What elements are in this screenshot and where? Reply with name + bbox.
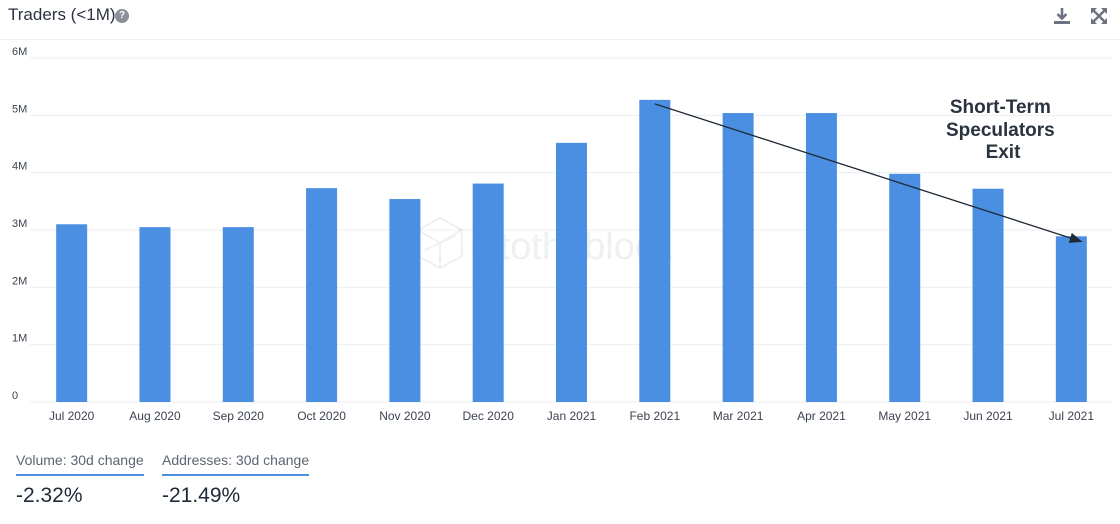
- bar[interactable]: [639, 99, 671, 402]
- addresses-stat[interactable]: Addresses: 30d change -21.49%: [162, 452, 310, 508]
- bars: [56, 99, 1087, 402]
- addresses-value: -21.49%: [162, 484, 241, 507]
- annotation-line-1: Short-Term: [950, 97, 1051, 118]
- annotation-line-2: Speculators: [946, 120, 1055, 141]
- x-tick-label: Dec 2020: [463, 409, 515, 423]
- volume-value: -2.32%: [16, 484, 83, 507]
- x-axis-labels: Jul 2020 Aug 2020 Sep 2020 Oct 2020 Nov 2020…: [49, 409, 1094, 423]
- addresses-label: Addresses: 30d change: [162, 452, 310, 476]
- x-tick-label: Jun 2021: [963, 409, 1013, 423]
- y-tick-label: 2M: [12, 275, 27, 287]
- bar[interactable]: [139, 227, 171, 402]
- bar[interactable]: [222, 227, 254, 402]
- x-tick-label: Sep 2020: [213, 409, 265, 423]
- bar[interactable]: [805, 113, 837, 402]
- chart-title: Traders (<1M): [8, 5, 116, 24]
- bar[interactable]: [389, 199, 421, 402]
- x-tick-label: Mar 2021: [713, 409, 764, 423]
- x-tick-label: Oct 2020: [297, 409, 346, 423]
- expand-icon[interactable]: [1089, 6, 1109, 26]
- download-icon[interactable]: [1052, 6, 1072, 26]
- annotation-line-3: Exit: [986, 142, 1022, 163]
- y-tick-label: 5M: [12, 103, 27, 115]
- help-icon[interactable]: ?: [115, 9, 129, 23]
- y-tick-label: 6M: [12, 46, 27, 58]
- bar[interactable]: [1055, 236, 1087, 402]
- y-axis-labels: 0 1M 2M 3M 4M 5M 6M: [12, 46, 27, 402]
- x-tick-label: Jul 2021: [1049, 409, 1095, 423]
- bar[interactable]: [56, 224, 88, 402]
- x-tick-label: Apr 2021: [797, 409, 846, 423]
- annotation-text: Short-Term Speculators Exit: [946, 97, 1060, 163]
- y-tick-label: 3M: [12, 218, 27, 230]
- bar-chart: intotheblock 0 1M 2M 3M 4M 5M 6M Jul 2020 Aug 2…: [12, 46, 1113, 423]
- x-tick-label: Nov 2020: [379, 409, 431, 423]
- bar[interactable]: [472, 183, 504, 402]
- volume-label: Volume: 30d change: [16, 452, 144, 476]
- y-tick-label: 0: [12, 390, 18, 402]
- stats-panel: Volume: 30d change -2.32% Addresses: 30d…: [0, 452, 1120, 524]
- x-tick-label: May 2021: [878, 409, 931, 423]
- x-tick-label: Jan 2021: [547, 409, 597, 423]
- watermark: intotheblock: [417, 216, 674, 270]
- volume-stat[interactable]: Volume: 30d change -2.32%: [16, 452, 144, 508]
- chart-header: Traders (<1M) ?: [0, 0, 1120, 40]
- bar[interactable]: [306, 188, 338, 402]
- bar[interactable]: [972, 188, 1004, 402]
- x-tick-label: Jul 2020: [49, 409, 95, 423]
- y-tick-label: 1M: [12, 333, 27, 345]
- bar[interactable]: [889, 173, 921, 402]
- x-tick-label: Aug 2020: [129, 409, 181, 423]
- x-tick-label: Feb 2021: [629, 409, 680, 423]
- bar[interactable]: [556, 142, 587, 402]
- bar[interactable]: [722, 113, 754, 402]
- y-tick-label: 4M: [12, 161, 27, 173]
- trend-arrow: [654, 103, 1083, 243]
